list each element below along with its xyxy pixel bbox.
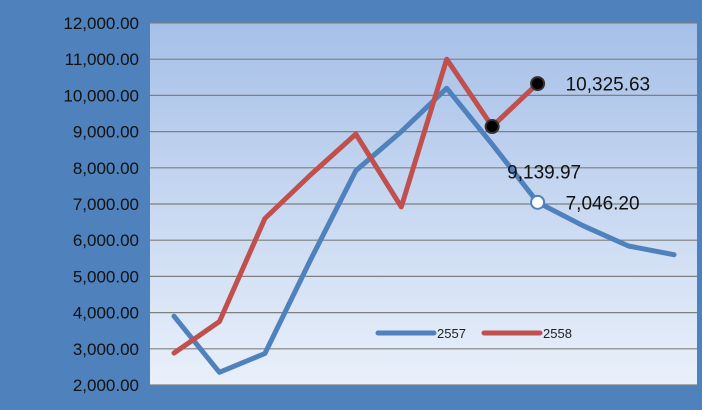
y-tick-label: 7,000.00 [73, 195, 139, 214]
y-tick-label: 8,000.00 [73, 159, 139, 178]
y-axis-ticks: 2,000.00 3,000.00 4,000.00 5,000.00 6,000.00… [63, 14, 139, 395]
y-tick-label: 12,000.00 [63, 14, 139, 33]
data-label: 9,139.97 [507, 163, 581, 184]
series-line-2558 [171, 56, 541, 356]
y-tick-label: 6,000.00 [73, 231, 139, 250]
series-line-2557 [171, 85, 677, 375]
point-markers [484, 76, 546, 210]
y-tick-label: 3,000.00 [73, 340, 139, 359]
y-tick-label: 5,000.00 [73, 267, 139, 286]
data-point-marker [530, 76, 546, 92]
y-tick-label: 9,000.00 [73, 123, 139, 142]
data-label: 10,325.63 [566, 75, 651, 96]
y-tick-label: 4,000.00 [73, 304, 139, 323]
data-label: 7,046.20 [566, 193, 640, 214]
legend: 2557 2558 [375, 326, 572, 341]
legend-label-2557: 2557 [437, 326, 466, 341]
y-tick-label: 10,000.00 [63, 86, 139, 105]
y-tick-label: 11,000.00 [65, 50, 139, 69]
data-labels: 7,046.20 9,139.97 10,325.63 [507, 75, 650, 215]
data-point-marker [530, 194, 546, 210]
series-lines [171, 56, 677, 375]
y-tick-label: 2,000.00 [73, 376, 139, 395]
data-point-marker [484, 119, 500, 135]
legend-label-2558: 2558 [543, 326, 572, 341]
